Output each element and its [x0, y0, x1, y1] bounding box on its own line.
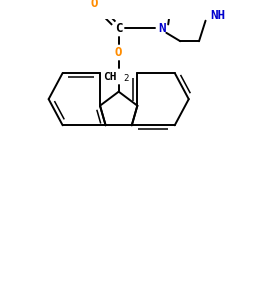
Text: 2: 2	[123, 74, 129, 83]
Text: O: O	[91, 0, 98, 10]
Text: C: C	[115, 22, 122, 35]
Text: O: O	[115, 46, 122, 59]
Text: N: N	[158, 22, 166, 35]
Text: CH: CH	[103, 72, 117, 82]
Text: NH: NH	[210, 9, 225, 22]
